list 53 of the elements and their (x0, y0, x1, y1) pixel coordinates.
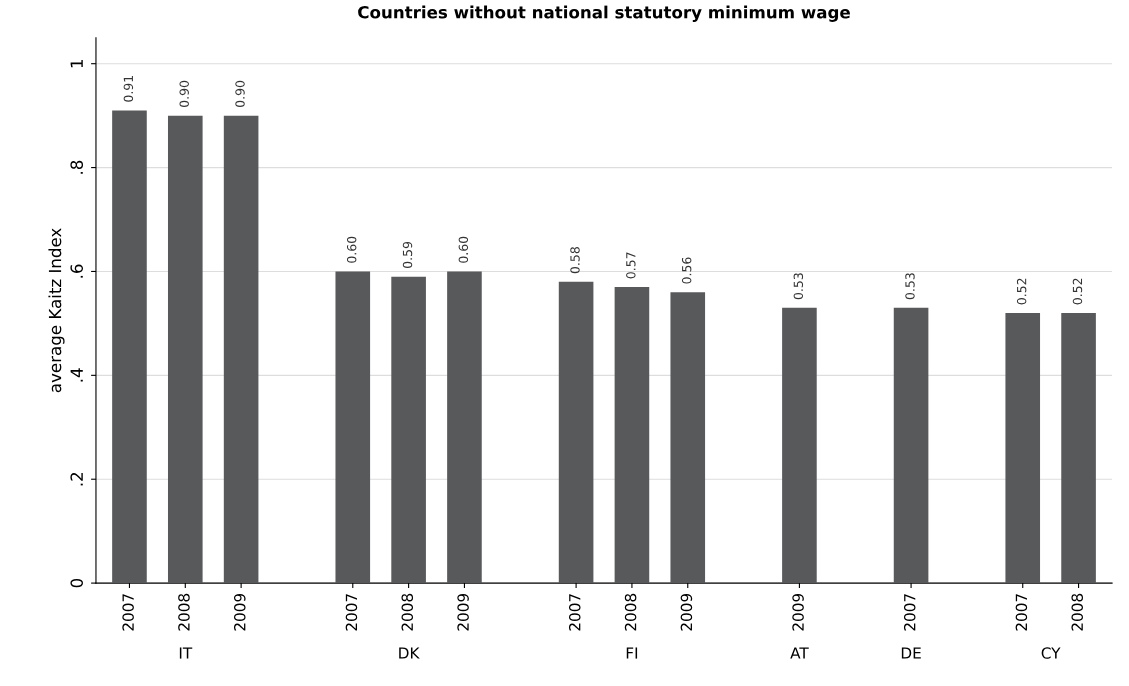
x-tick-label: 2007 (122, 594, 134, 631)
y-tick-label: 1 (70, 59, 83, 68)
bar (335, 271, 371, 584)
data-label: 0.90 (179, 80, 189, 108)
bar (1005, 313, 1041, 584)
text: DE (901, 647, 921, 659)
x-tick-label: 2008 (401, 593, 414, 631)
x-tick-label: 2008 (178, 593, 190, 631)
x-tick-label: 2008 (624, 593, 637, 631)
data-label: 0.60 (346, 236, 357, 263)
data-label: 0.52 (1072, 278, 1083, 305)
text: AT (790, 647, 809, 659)
bar (558, 281, 594, 584)
text: FI (626, 647, 638, 659)
bar (112, 110, 147, 584)
y-tick-label: .8 (70, 160, 84, 174)
text: CY (1041, 647, 1061, 659)
x-tick-label: 2009 (680, 593, 693, 631)
text: IT (179, 647, 193, 659)
x-tick-label: 2007 (568, 594, 581, 631)
data-label: 0.60 (458, 236, 469, 263)
data-label: 0.56 (681, 257, 692, 284)
data-label: 0.58 (570, 247, 580, 274)
data-label: 0.53 (793, 273, 804, 300)
bar (391, 276, 426, 584)
bar (893, 307, 929, 584)
y-axis-title: average Kaitz Index (48, 228, 65, 393)
y-tick-label: .6 (70, 264, 84, 278)
data-label: 0.90 (235, 80, 245, 108)
x-tick-label: 2009 (457, 593, 469, 631)
bar (223, 115, 259, 584)
bar (447, 271, 482, 584)
data-label: 0.57 (626, 252, 636, 279)
bar (1061, 313, 1096, 584)
data-label: 0.91 (123, 75, 134, 102)
chart-title: Countries without national statutory minimum wage (358, 5, 850, 22)
text: DK (399, 647, 420, 659)
y-tick-label: .4 (70, 368, 83, 382)
data-label: 0.59 (402, 241, 413, 269)
x-tick-label: 2007 (903, 594, 916, 631)
x-tick-label: 2007 (1015, 594, 1028, 631)
y-tick-label: .2 (70, 472, 83, 486)
y-tick-label: 0 (70, 578, 84, 588)
bar (614, 287, 650, 584)
x-tick-label: 2009 (234, 593, 246, 631)
data-label: 0.52 (1016, 278, 1027, 305)
bar (167, 115, 203, 584)
bar (782, 307, 817, 584)
x-tick-label: 2007 (345, 594, 358, 631)
bar (670, 292, 706, 584)
data-label: 0.53 (905, 273, 915, 300)
x-tick-label: 2009 (792, 593, 804, 631)
x-tick-label: 2008 (1071, 593, 1083, 631)
